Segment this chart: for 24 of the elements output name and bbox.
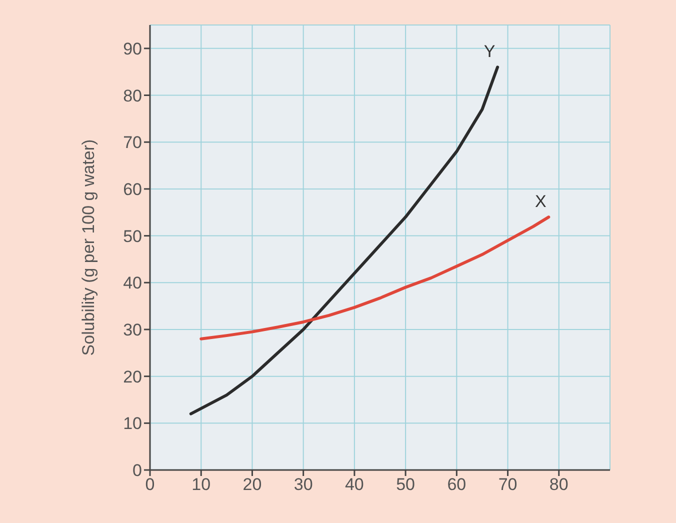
x-tick-label: 40: [344, 475, 364, 494]
y-tick-label: 60: [123, 180, 142, 199]
line-series: [200, 216, 550, 340]
series-label: X: [534, 192, 546, 212]
x-tick-label: 20: [242, 475, 262, 494]
line-series: [189, 66, 500, 416]
y-tick-label: 40: [123, 274, 142, 293]
x-tick-label: 80: [549, 475, 568, 494]
y-tick-label: 20: [123, 367, 142, 386]
y-tick-label: 70: [123, 133, 142, 152]
series-label: Y: [484, 42, 496, 62]
y-tick-label: 10: [123, 414, 142, 434]
y-tick-label: 50: [123, 226, 142, 246]
x-tick-label: 30: [294, 475, 313, 494]
y-tick-label: 90: [123, 39, 142, 58]
y-tick-label: 30: [123, 320, 142, 340]
y-tick-label: 80: [123, 86, 142, 106]
y-axis-title: Solubility (g per 100 g water): [79, 139, 98, 356]
x-tick-label: 0: [145, 475, 155, 494]
x-tick-label: 60: [447, 475, 466, 494]
x-tick-label: 50: [396, 475, 416, 494]
x-tick-label: 10: [192, 475, 211, 494]
x-tick-label: 70: [498, 475, 518, 494]
y-tick-label: 0: [132, 461, 142, 480]
